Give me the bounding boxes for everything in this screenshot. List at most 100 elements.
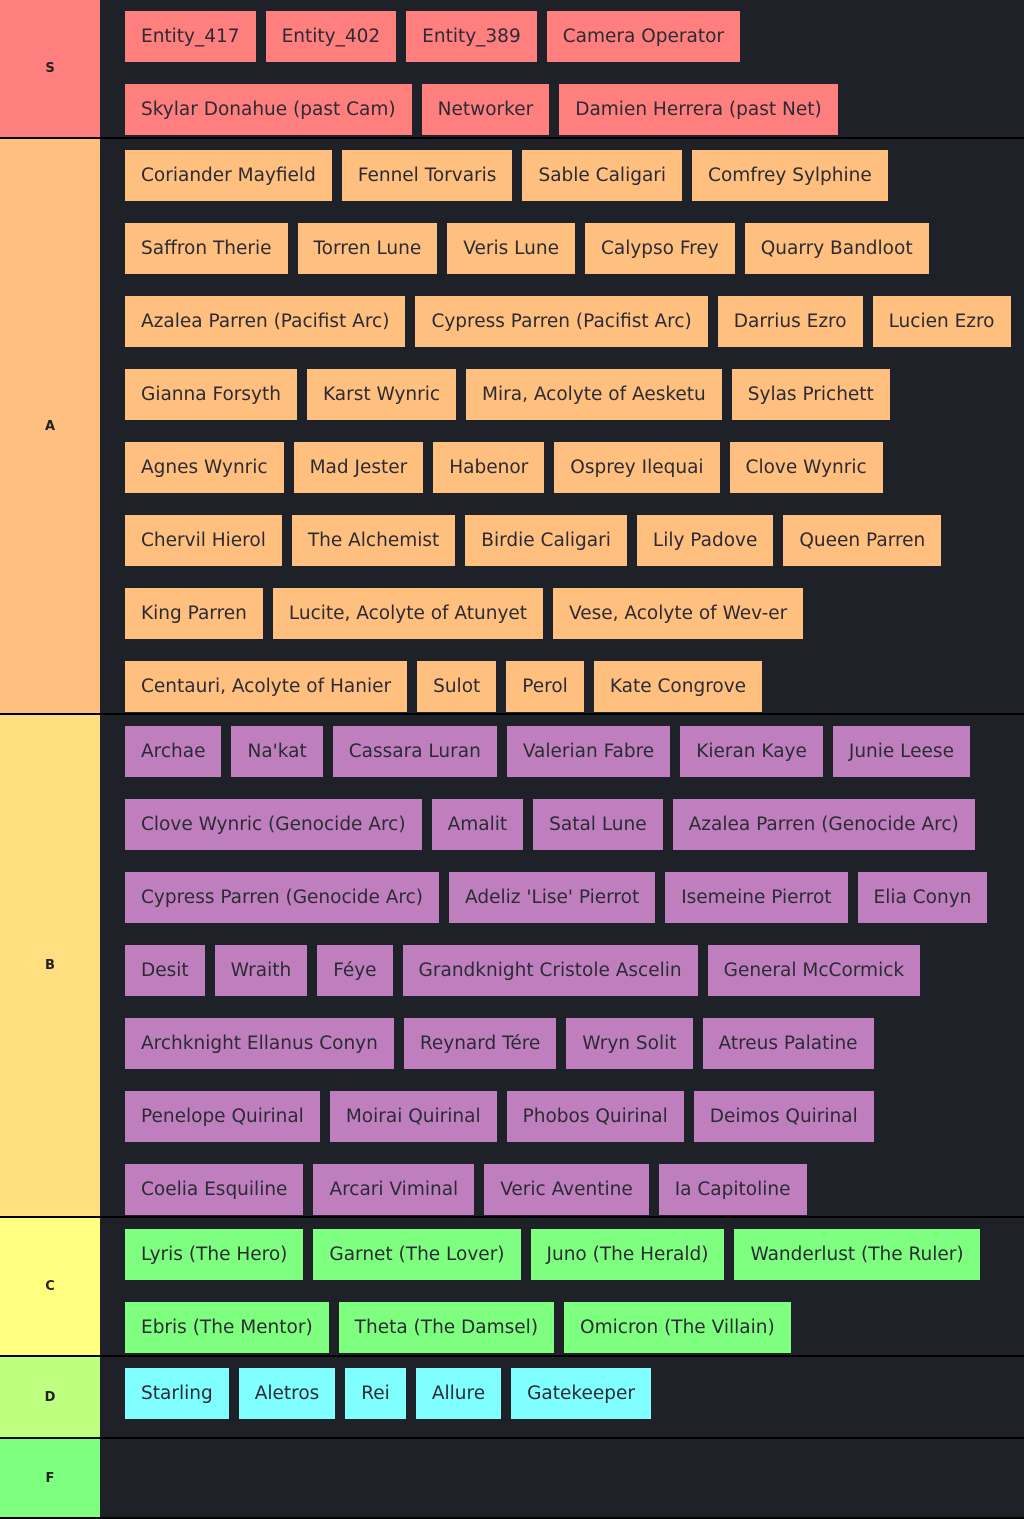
tier-item[interactable]: Vese, Acolyte of Wev-er (553, 588, 804, 639)
tier-items-dropzone[interactable]: Entity_417 Entity_402 Entity_389 Camera Ope… (100, 0, 1024, 208)
tier-item[interactable]: Grandknight Cristole Ascelin (402, 945, 698, 996)
tier-item[interactable]: Clove Wynric (Genocide Arc) (125, 799, 422, 850)
tier-items-dropzone[interactable] (100, 1439, 1024, 1517)
tier-item[interactable]: Gatekeeper (511, 1368, 651, 1419)
tier-item[interactable]: The Alchemist (291, 515, 456, 566)
tier-item[interactable]: Skylar Donahue (past Cam) (125, 84, 412, 135)
tier-item[interactable]: Lucien Ezro (872, 296, 1011, 347)
tier-item[interactable]: Veric Aventine (484, 1164, 649, 1215)
tier-item[interactable]: Networker (421, 84, 550, 135)
tier-item[interactable]: Rei (345, 1368, 406, 1419)
tier-item[interactable]: General McCormick (707, 945, 921, 996)
tier-item[interactable]: Phobos Quirinal (506, 1091, 684, 1142)
tier-item[interactable]: Theta (The Damsel) (338, 1302, 555, 1353)
tier-item[interactable]: Lily Padove (636, 515, 774, 566)
tier-item[interactable]: Camera Operator (546, 11, 741, 62)
tier-item[interactable]: Calypso Frey (584, 223, 735, 274)
tier-items-dropzone[interactable]: Archae Na'kat Cassara Luran Valerian Fabre K… (100, 715, 1024, 1216)
tier-item[interactable]: Aletros (238, 1368, 336, 1419)
tier-item[interactable]: Valerian Fabre (506, 726, 671, 777)
tier-item[interactable]: Azalea Parren (Pacifist Arc) (125, 296, 406, 347)
tier-item[interactable]: Kieran Kaye (680, 726, 823, 777)
tier-item[interactable]: Elia Conyn (857, 872, 988, 923)
tier-row-s: S Entity_417 Entity_402 Entity_389 Camera Op… (0, 0, 1024, 208)
tier-item[interactable]: Cassara Luran (332, 726, 497, 777)
tier-item[interactable]: Amalit (431, 799, 524, 850)
tier-item[interactable]: Starling (125, 1368, 229, 1419)
tier-item[interactable]: Azalea Parren (Genocide Arc) (672, 799, 975, 850)
tier-item[interactable]: Moirai Quirinal (329, 1091, 497, 1142)
tier-item[interactable]: Entity_417 (125, 11, 256, 62)
tier-item[interactable]: Centauri, Acolyte of Hanier (125, 661, 408, 712)
tier-item[interactable]: Satal Lune (533, 799, 663, 850)
tier-item[interactable]: Saffron Therie (125, 223, 288, 274)
tier-item[interactable]: Veris Lune (447, 223, 575, 274)
tier-item[interactable]: Kate Congrove (593, 661, 763, 712)
tier-item[interactable]: Fennel Torvaris (341, 150, 513, 201)
tier-item[interactable]: Wraith (214, 945, 308, 996)
tier-item[interactable]: Juno (The Herald) (530, 1229, 725, 1280)
tier-row-a: A Coriander Mayfield Fennel Torvaris Sable … (0, 139, 1024, 715)
tier-item[interactable]: Reynard Tére (403, 1018, 557, 1069)
tier-item[interactable]: Quarry Bandloot (744, 223, 929, 274)
tier-items-dropzone[interactable]: Starling Aletros Rei Allure Gatekeeper (100, 1357, 1024, 1437)
tier-item[interactable]: Atreus Palatine (702, 1018, 874, 1069)
tier-item[interactable]: Chervil Hierol (125, 515, 282, 566)
tier-item[interactable]: Entity_402 (265, 11, 397, 62)
tier-item[interactable]: Isemeine Pierrot (665, 872, 848, 923)
tier-item[interactable]: Lyris (The Hero) (125, 1229, 304, 1280)
tier-item[interactable]: Penelope Quirinal (125, 1091, 320, 1142)
tier-item[interactable]: Féye (317, 945, 393, 996)
tier-item[interactable]: King Parren (125, 588, 263, 639)
tier-item[interactable]: Cypress Parren (Genocide Arc) (125, 872, 440, 923)
tier-item[interactable]: Coriander Mayfield (125, 150, 332, 201)
tier-item[interactable]: Agnes Wynric (125, 442, 284, 493)
tier-item[interactable]: Perol (506, 661, 584, 712)
tier-item[interactable]: Wryn Solit (566, 1018, 693, 1069)
tier-item[interactable]: Mira, Acolyte of Aesketu (466, 369, 722, 420)
tier-item[interactable]: Archae (125, 726, 222, 777)
tier-item[interactable]: Adeliz 'Lise' Pierrot (449, 872, 656, 923)
tier-item[interactable]: Ia Capitoline (658, 1164, 807, 1215)
tier-item[interactable]: Lucite, Acolyte of Atunyet (272, 588, 544, 639)
tier-label[interactable]: A (0, 139, 100, 713)
tier-item[interactable]: Comfrey Sylphine (692, 150, 888, 201)
tier-item[interactable]: Archknight Ellanus Conyn (125, 1018, 394, 1069)
tier-label[interactable]: S (0, 0, 100, 137)
tier-item[interactable]: Damien Herrera (past Net) (559, 84, 838, 135)
tier-item[interactable]: Junie Leese (832, 726, 970, 777)
tier-label[interactable]: F (0, 1439, 100, 1517)
tier-item[interactable]: Allure (415, 1368, 502, 1419)
tier-item[interactable]: Sable Caligari (522, 150, 683, 201)
tier-items-dropzone[interactable]: Coriander Mayfield Fennel Torvaris Sable C… (100, 139, 1024, 713)
tier-item[interactable]: Osprey Ilequai (554, 442, 720, 493)
tier-item[interactable]: Na'kat (231, 726, 323, 777)
tier-item[interactable]: Garnet (The Lover) (313, 1229, 521, 1280)
tier-item[interactable]: Desit (125, 945, 205, 996)
tier-items-dropzone[interactable]: Lyris (The Hero) Garnet (The Lover) Juno (… (100, 1218, 1024, 1355)
tier-item[interactable]: Coelia Esquiline (125, 1164, 304, 1215)
tier-item[interactable]: Queen Parren (783, 515, 942, 566)
tier-item[interactable]: Birdie Caligari (465, 515, 627, 566)
tier-item[interactable]: Deimos Quirinal (693, 1091, 874, 1142)
tier-item[interactable]: Ebris (The Mentor) (125, 1302, 329, 1353)
tier-item[interactable]: Arcari Viminal (313, 1164, 475, 1215)
tier-item[interactable]: Mad Jester (293, 442, 424, 493)
tier-item[interactable]: Sylas Prichett (731, 369, 890, 420)
tier-item[interactable]: Entity_389 (406, 11, 537, 62)
tier-item[interactable]: Habenor (433, 442, 545, 493)
tier-label[interactable]: B (0, 715, 100, 1216)
tier-item[interactable]: Cypress Parren (Pacifist Arc) (415, 296, 708, 347)
tier-label[interactable]: D (0, 1357, 100, 1437)
tier-item[interactable]: Karst Wynric (306, 369, 457, 420)
tier-row-f: F (0, 1439, 1024, 1519)
tier-item[interactable]: Clove Wynric (729, 442, 883, 493)
tier-item[interactable]: Darrius Ezro (717, 296, 863, 347)
tier-item[interactable]: Omicron (The Villain) (564, 1302, 791, 1353)
tier-item[interactable]: Torren Lune (297, 223, 438, 274)
tier-item[interactable]: Wanderlust (The Ruler) (734, 1229, 980, 1280)
tier-item[interactable]: Gianna Forsyth (125, 369, 297, 420)
tier-label[interactable]: C (0, 1218, 100, 1355)
tier-item[interactable]: Sulot (417, 661, 497, 712)
